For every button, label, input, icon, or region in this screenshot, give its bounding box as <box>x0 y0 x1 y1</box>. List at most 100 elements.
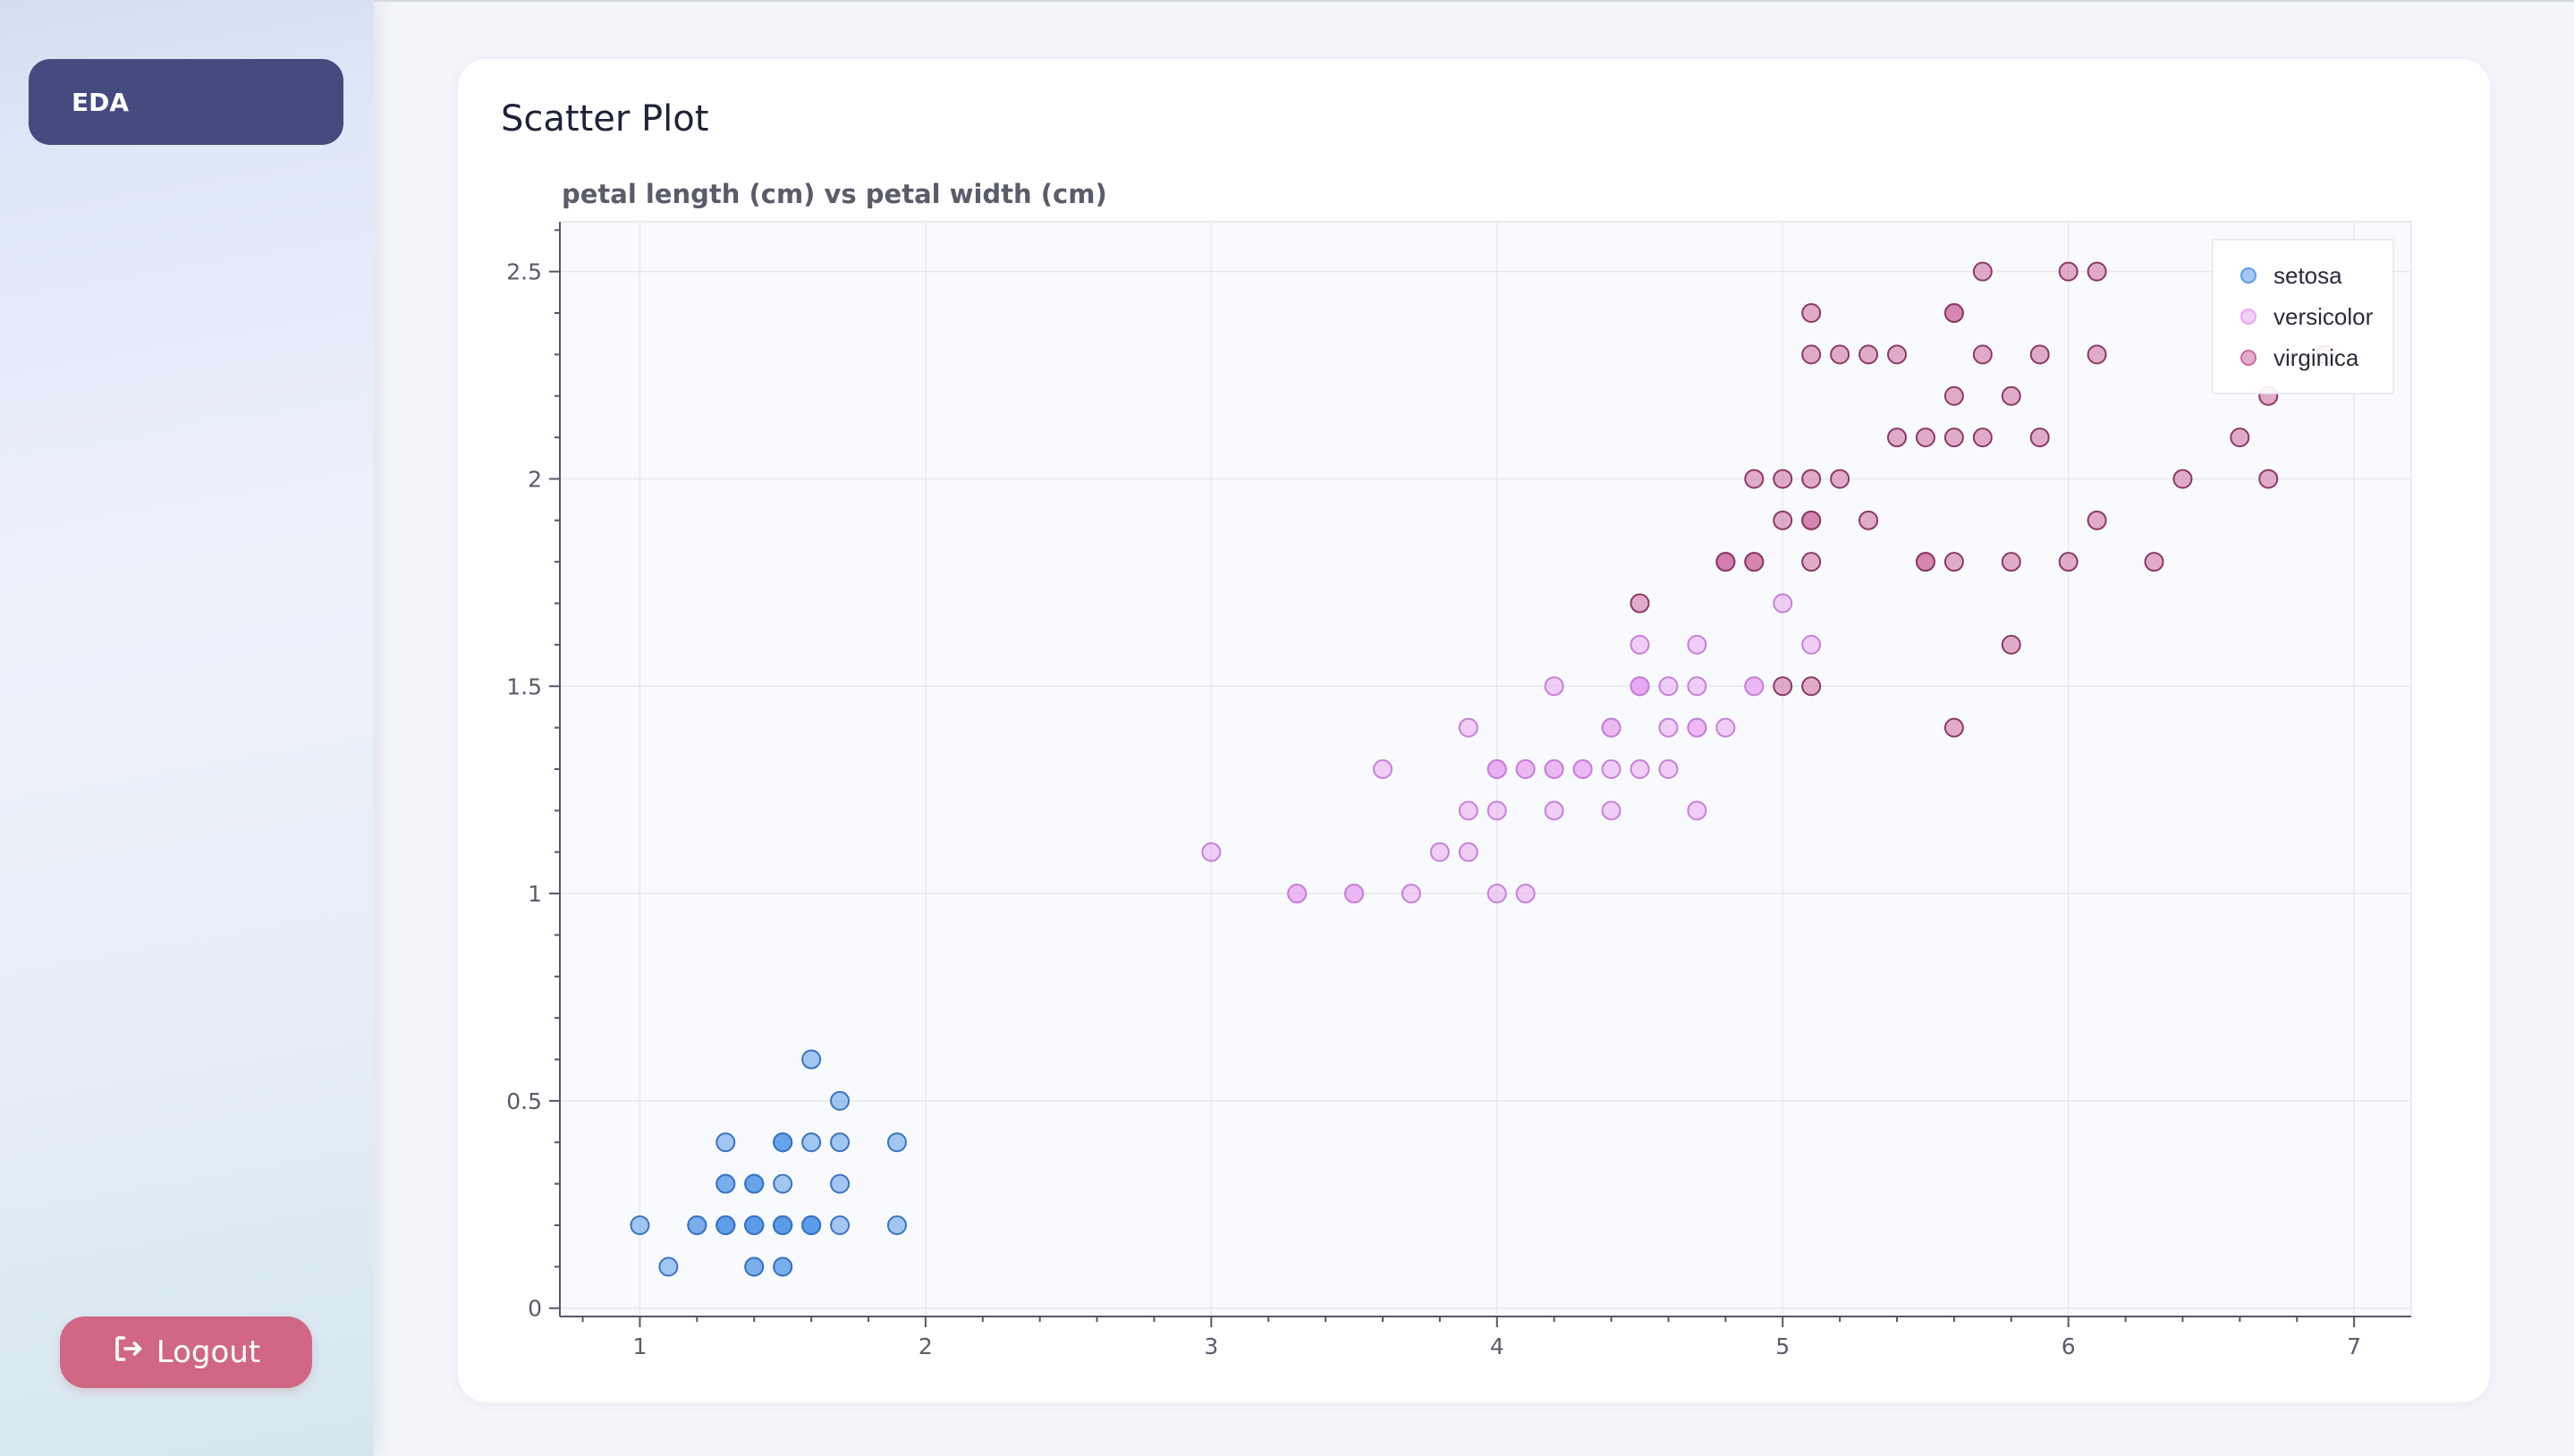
versicolor-point <box>1486 884 1507 904</box>
versicolor-point <box>1687 676 1707 697</box>
setosa-point <box>744 1215 765 1235</box>
versicolor-point <box>1373 759 1393 779</box>
logout-button[interactable]: Logout <box>60 1316 312 1388</box>
versicolor-point <box>1486 800 1507 821</box>
setosa-point <box>773 1215 793 1235</box>
virginica-point <box>2058 552 2079 572</box>
versicolor-point <box>1601 800 1621 821</box>
sidebar-item-eda[interactable]: EDA <box>29 59 343 145</box>
virginica-point <box>1943 303 1964 323</box>
setosa-point <box>830 1173 851 1194</box>
virginica-point <box>2058 261 2079 282</box>
virginica-point <box>1773 676 1793 697</box>
legend-marker <box>2240 350 2256 366</box>
virginica-point <box>2029 344 2050 365</box>
virginica-point <box>2172 469 2193 489</box>
legend-label: versicolor <box>2273 303 2374 330</box>
x-tick-label: 7 <box>2347 1333 2361 1359</box>
sidebar-item-label: EDA <box>72 87 130 117</box>
chart-title: petal length (cm) vs petal width (cm) <box>562 179 1107 209</box>
y-tick-label: 1 <box>528 881 542 907</box>
versicolor-point <box>1601 759 1621 779</box>
virginica-point <box>1744 552 1765 572</box>
plot-area <box>559 221 2412 1317</box>
versicolor-point <box>1773 593 1793 614</box>
versicolor-point <box>1344 884 1365 904</box>
legend-label: setosa <box>2273 262 2342 289</box>
versicolor-point <box>1458 800 1478 821</box>
setosa-point <box>773 1257 793 1277</box>
versicolor-point <box>1544 800 1564 821</box>
virginica-point <box>2230 427 2250 448</box>
versicolor-point <box>1687 717 1707 738</box>
chart-card: Scatter Plot petal length (cm) vs petal … <box>458 59 2490 1402</box>
setosa-point <box>830 1215 851 1235</box>
virginica-point <box>1801 552 1822 572</box>
virginica-point <box>1859 344 1879 365</box>
virginica-point <box>1801 676 1822 697</box>
y-tick-label: 0 <box>528 1296 542 1322</box>
top-divider <box>374 0 2574 2</box>
versicolor-point <box>1658 717 1679 738</box>
versicolor-point <box>1687 634 1707 655</box>
virginica-point <box>1943 717 1964 738</box>
virginica-point <box>1887 344 1907 365</box>
virginica-point <box>2001 634 2021 655</box>
versicolor-point <box>1744 676 1765 697</box>
y-tick-label: 0.5 <box>506 1088 542 1114</box>
virginica-point <box>1630 593 1650 614</box>
versicolor-point <box>1486 759 1507 779</box>
x-tick-label: 5 <box>1775 1333 1790 1359</box>
versicolor-point <box>1630 634 1650 655</box>
setosa-point <box>687 1215 707 1235</box>
setosa-point <box>715 1132 736 1153</box>
setosa-point <box>773 1173 793 1194</box>
versicolor-point <box>1801 634 1822 655</box>
virginica-point <box>1830 469 1850 489</box>
virginica-point <box>2001 385 2021 406</box>
versicolor-point <box>1515 759 1536 779</box>
virginica-point <box>1943 385 1964 406</box>
scatter-chart: 1 2 3 4 5 6 7 0 0.5 1 1.5 2 2.5 setosa versicolor virgi… <box>506 221 2412 1359</box>
sidebar: EDA Logout <box>0 0 374 1456</box>
logout-icon <box>112 1333 144 1373</box>
virginica-point <box>1915 552 1935 572</box>
setosa-point <box>886 1215 907 1235</box>
setosa-point <box>630 1215 650 1235</box>
versicolor-point <box>1544 676 1564 697</box>
virginica-point <box>2087 261 2107 282</box>
virginica-point <box>1972 344 1993 365</box>
legend-marker <box>2240 267 2256 284</box>
versicolor-point <box>1658 759 1679 779</box>
versicolor-point <box>1601 717 1621 738</box>
setosa-point <box>801 1215 822 1235</box>
virginica-point <box>2087 510 2107 530</box>
versicolor-point <box>1658 676 1679 697</box>
virginica-point <box>1801 344 1822 365</box>
setosa-point <box>801 1132 822 1153</box>
setosa-point <box>658 1257 679 1277</box>
virginica-point <box>2258 469 2279 489</box>
versicolor-point <box>1544 759 1564 779</box>
versicolor-point <box>1401 884 1421 904</box>
versicolor-point <box>1687 800 1707 821</box>
y-tick-label: 2.5 <box>506 259 542 285</box>
virginica-point <box>1972 427 1993 448</box>
setosa-point <box>744 1257 765 1277</box>
y-tick-label: 2 <box>528 466 542 492</box>
legend-marker <box>2240 309 2256 325</box>
virginica-point <box>1715 552 1736 572</box>
setosa-point <box>830 1090 851 1111</box>
versicolor-point <box>1630 676 1650 697</box>
virginica-point <box>1744 469 1765 489</box>
x-tick-label: 1 <box>632 1333 647 1359</box>
versicolor-point <box>1572 759 1593 779</box>
virginica-point <box>1943 427 1964 448</box>
versicolor-point <box>1201 842 1222 862</box>
virginica-point <box>2001 552 2021 572</box>
virginica-point <box>1859 510 1879 530</box>
x-tick-label: 3 <box>1204 1333 1218 1359</box>
setosa-point <box>744 1173 765 1194</box>
virginica-point <box>1915 427 1935 448</box>
virginica-point <box>2144 552 2164 572</box>
